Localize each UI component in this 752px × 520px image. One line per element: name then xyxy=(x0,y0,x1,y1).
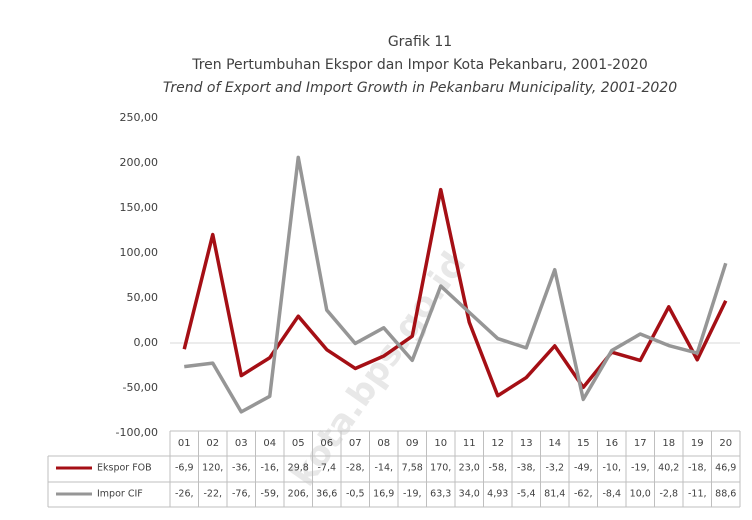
data-label: 40,2 xyxy=(658,463,679,474)
data-label: 10,0 xyxy=(630,489,651,500)
x-tick-label: 16 xyxy=(605,438,618,449)
data-label: 23,0 xyxy=(459,463,480,474)
data-label: -28, xyxy=(346,463,365,474)
data-label: -10, xyxy=(602,463,621,474)
data-label: -14, xyxy=(374,463,393,474)
data-label: 206, xyxy=(288,489,309,500)
y-tick-label: 100,00 xyxy=(120,246,159,259)
y-tick-label: 150,00 xyxy=(120,201,159,214)
y-tick-label: 200,00 xyxy=(120,156,159,169)
data-label: 63,3 xyxy=(430,489,451,500)
data-label: -62, xyxy=(574,489,593,500)
data-label: -18, xyxy=(688,463,707,474)
data-label: -19, xyxy=(403,489,422,500)
data-label: -26, xyxy=(175,489,194,500)
data-label: -59, xyxy=(260,489,279,500)
data-label: -16, xyxy=(260,463,279,474)
x-tick-label: 15 xyxy=(577,438,590,449)
data-label: 4,93 xyxy=(487,489,508,500)
x-tick-label: 04 xyxy=(263,438,276,449)
data-label: -11, xyxy=(688,489,707,500)
x-tick-label: 10 xyxy=(434,438,447,449)
x-tick-label: 19 xyxy=(691,438,704,449)
data-label: 16,9 xyxy=(373,489,394,500)
data-label: -0,5 xyxy=(346,489,365,500)
data-label: -58, xyxy=(488,463,507,474)
chart-title: Grafik 11 xyxy=(388,34,452,50)
data-label: 81,4 xyxy=(544,489,565,500)
data-label: -49, xyxy=(574,463,593,474)
x-tick-label: 11 xyxy=(463,438,476,449)
data-label: 46,9 xyxy=(715,463,736,474)
data-label: -22, xyxy=(203,489,222,500)
y-tick-label: 50,00 xyxy=(127,291,159,304)
data-label: -6,9 xyxy=(175,463,194,474)
chart-subtitle: Tren Pertumbuhan Ekspor dan Impor Kota P… xyxy=(191,57,648,73)
data-label: -7,4 xyxy=(317,463,336,474)
data-label: 120, xyxy=(202,463,223,474)
data-label: 7,58 xyxy=(402,463,423,474)
x-tick-label: 01 xyxy=(178,438,191,449)
x-tick-label: 09 xyxy=(406,438,419,449)
x-tick-label: 17 xyxy=(634,438,647,449)
chart-subtitle-en: Trend of Export and Import Growth in Pek… xyxy=(163,80,677,96)
x-tick-label: 06 xyxy=(320,438,333,449)
data-label: 36,6 xyxy=(316,489,337,500)
x-tick-label: 02 xyxy=(206,438,219,449)
x-tick-label: 20 xyxy=(719,438,732,449)
data-label: -38, xyxy=(517,463,536,474)
legend-label: Impor CIF xyxy=(97,489,143,500)
y-tick-label: -50,00 xyxy=(123,381,158,394)
data-label: -36, xyxy=(232,463,251,474)
data-label: -8,4 xyxy=(602,489,621,500)
y-tick-label: -100,00 xyxy=(116,426,158,439)
x-tick-label: 05 xyxy=(292,438,305,449)
data-label: -5,4 xyxy=(517,489,536,500)
x-tick-label: 08 xyxy=(377,438,390,449)
x-tick-label: 07 xyxy=(349,438,362,449)
data-label: 88,6 xyxy=(715,489,736,500)
legend-label: Ekspor FOB xyxy=(97,463,152,474)
x-tick-label: 18 xyxy=(662,438,675,449)
data-label: -2,8 xyxy=(659,489,678,500)
y-tick-label: 0,00 xyxy=(134,336,159,349)
data-label: -76, xyxy=(232,489,251,500)
x-tick-label: 03 xyxy=(235,438,248,449)
x-tick-label: 14 xyxy=(548,438,561,449)
y-tick-label: 250,00 xyxy=(120,111,159,124)
data-label: 34,0 xyxy=(459,489,480,500)
data-label: 29,8 xyxy=(288,463,309,474)
data-label: -19, xyxy=(631,463,650,474)
data-label: 170, xyxy=(430,463,451,474)
data-label: -3,2 xyxy=(545,463,564,474)
series-line xyxy=(184,155,728,414)
x-tick-label: 12 xyxy=(491,438,504,449)
x-tick-label: 13 xyxy=(520,438,533,449)
